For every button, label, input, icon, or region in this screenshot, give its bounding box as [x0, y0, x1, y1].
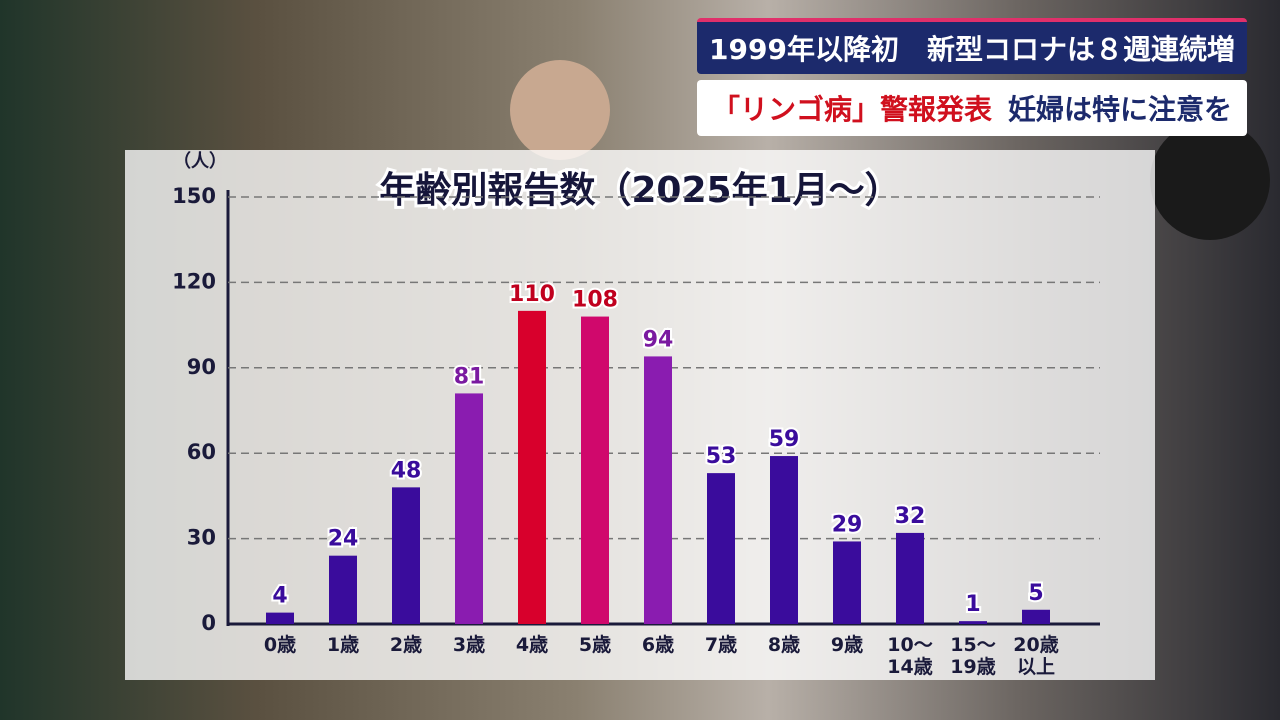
value-label: 59 [769, 427, 800, 452]
headline-bar: 「リンゴ病」警報発表 妊婦は特に注意を [697, 80, 1247, 136]
bar [1022, 609, 1050, 624]
bar [644, 356, 672, 624]
y-tick-label: 0 [201, 611, 216, 635]
y-tick-label: 150 [172, 184, 216, 208]
bar [581, 316, 609, 624]
value-label: 110 [509, 282, 555, 307]
bar [896, 532, 924, 624]
value-label: 108 [572, 288, 618, 313]
value-label: 94 [643, 327, 674, 352]
y-tick-label: 60 [187, 440, 216, 464]
headline-bar: 1999年以降初 新型コロナは８週連続増 [697, 18, 1247, 74]
x-tick-label: 15～ 19歳 [950, 634, 996, 678]
x-tick-label: 7歳 [704, 634, 738, 656]
x-tick-label: 8歳 [767, 634, 801, 656]
bar [518, 310, 546, 624]
value-label: 24 [328, 527, 359, 552]
x-tick-label: 3歳 [452, 634, 486, 656]
headline: 「リンゴ病」警報発表 [711, 93, 992, 126]
bar [455, 393, 483, 624]
bar [392, 487, 420, 624]
x-tick-label: 10～ 14歳 [887, 634, 933, 678]
headline: 1999年以降初 新型コロナは８週連続増 [709, 33, 1235, 66]
value-label: 48 [391, 458, 422, 483]
bar [959, 621, 987, 624]
value-label: 1 [965, 592, 980, 617]
x-tick-label: 9歳 [830, 634, 864, 656]
bar [707, 473, 735, 624]
x-tick-label: 0歳 [263, 634, 297, 656]
y-axis-label: （人） [173, 151, 227, 172]
value-label: 53 [706, 444, 737, 469]
y-tick-label: 120 [172, 269, 216, 293]
value-label: 4 [272, 584, 287, 609]
bar [329, 555, 357, 624]
background-shape [1150, 120, 1270, 240]
value-label: 29 [832, 512, 863, 537]
background-shape [510, 60, 610, 160]
chart-panel [125, 150, 1155, 680]
value-label: 5 [1028, 581, 1043, 606]
x-tick-label: 20歳 以上 [1013, 634, 1059, 678]
chart-title: 年齢別報告数（2025年1月～） [379, 170, 900, 211]
x-tick-label: 2歳 [389, 634, 423, 656]
bar [833, 541, 861, 624]
x-tick-label: 5歳 [578, 634, 612, 656]
y-tick-label: 30 [187, 526, 216, 550]
headline: 妊婦は特に注意を [1008, 93, 1233, 126]
bar [266, 612, 294, 624]
x-tick-label: 6歳 [641, 634, 675, 656]
value-label: 81 [454, 364, 485, 389]
y-tick-label: 90 [187, 355, 216, 379]
bar [770, 456, 798, 624]
x-tick-label: 4歳 [515, 634, 549, 656]
value-label: 32 [895, 504, 926, 529]
x-tick-label: 1歳 [326, 634, 360, 656]
